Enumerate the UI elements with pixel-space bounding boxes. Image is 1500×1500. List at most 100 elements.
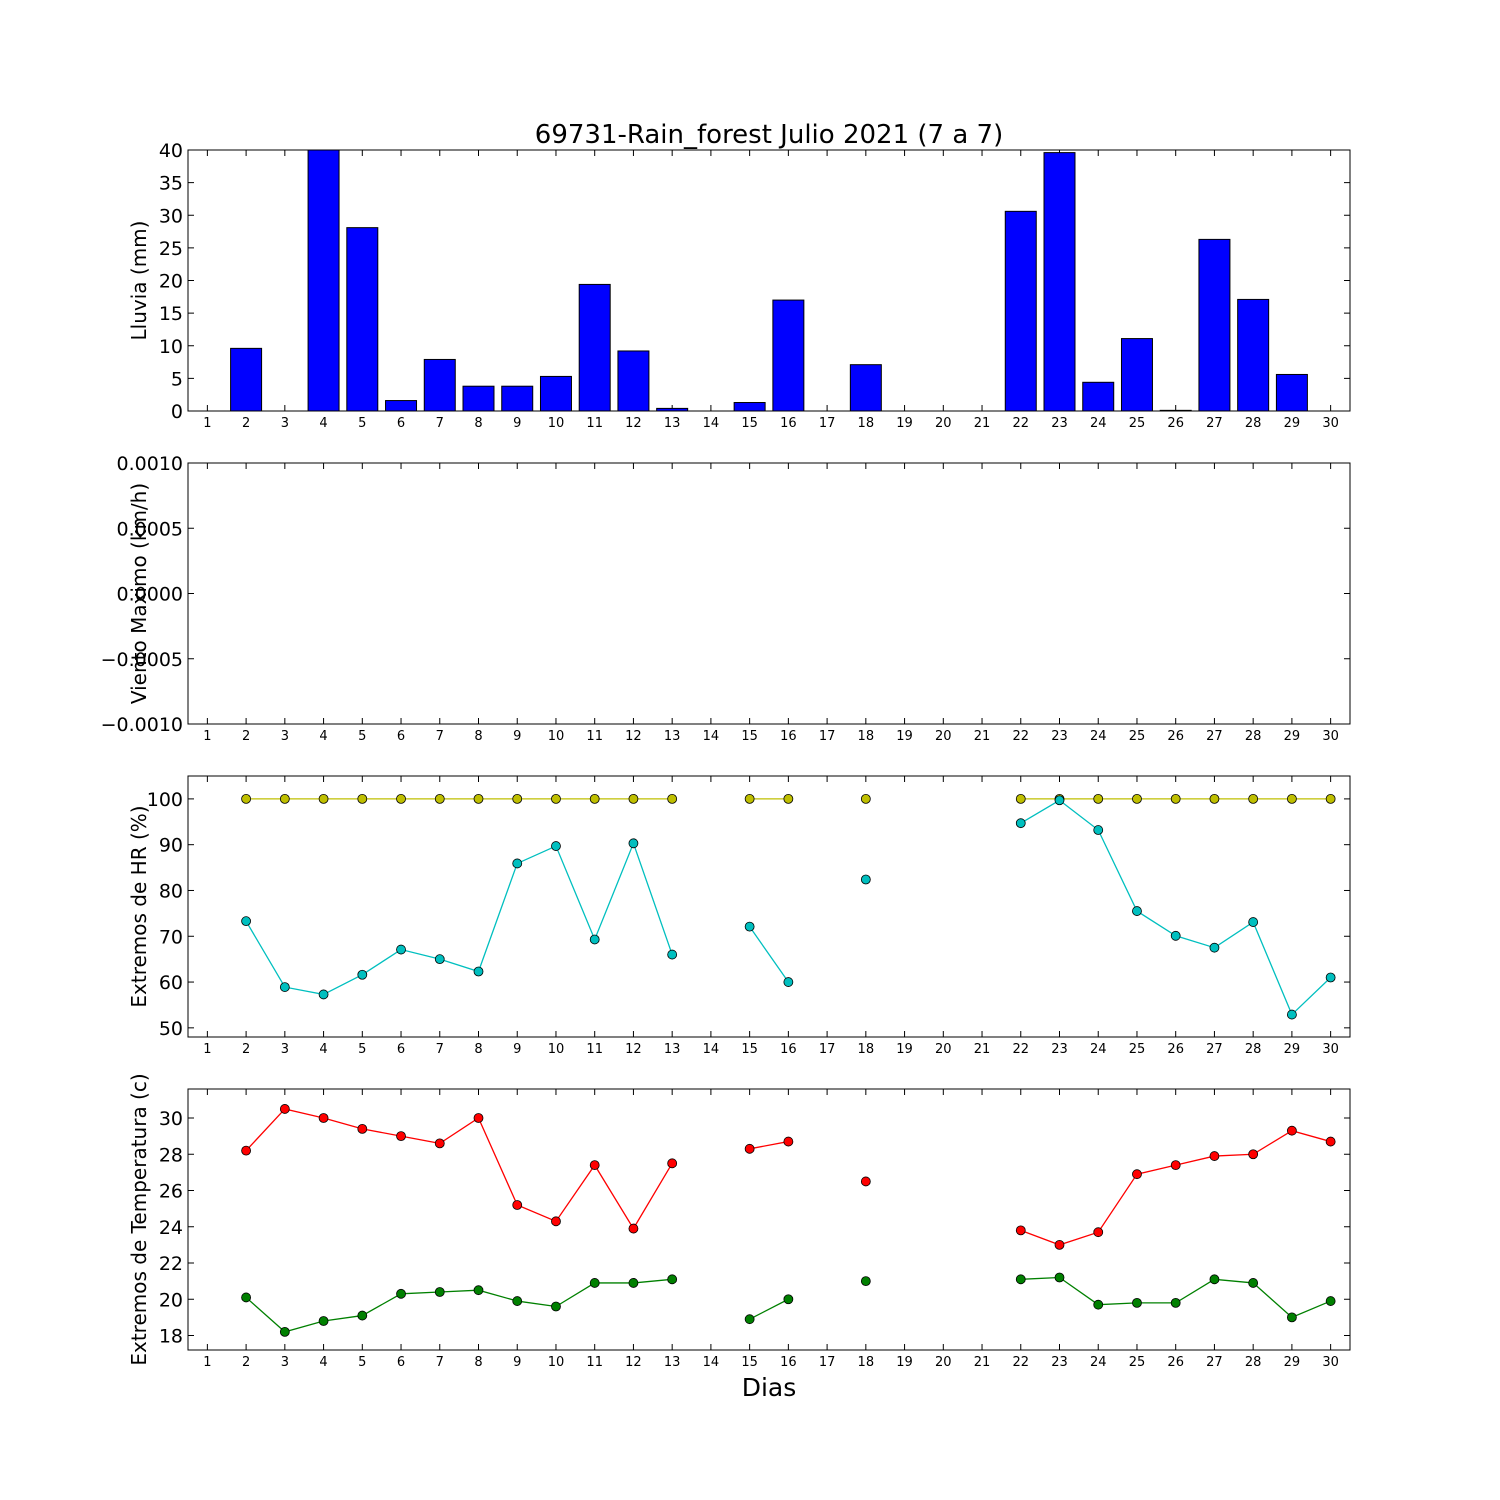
x-tick-label: 16 — [780, 1355, 797, 1370]
data-point — [512, 1200, 523, 1210]
data-point — [434, 954, 445, 965]
data-point — [628, 793, 639, 804]
bar — [1043, 152, 1076, 412]
x-tick-label: 27 — [1206, 729, 1223, 744]
data-point — [1287, 1125, 1297, 1136]
data-point — [667, 1158, 678, 1169]
bar — [1237, 298, 1270, 412]
x-tick-label: 30 — [1322, 1042, 1339, 1057]
y-axis-label: Lluvia (mm) — [127, 221, 151, 341]
data-point — [551, 1301, 561, 1312]
x-tick-label: 1 — [203, 416, 211, 431]
x-tick-label: 27 — [1206, 1355, 1223, 1370]
data-point — [396, 1131, 406, 1142]
x-tick-label: 22 — [1012, 1355, 1029, 1370]
x-tick-label: 17 — [819, 416, 836, 431]
y-tick-label: 100 — [147, 789, 183, 811]
y-tick-label: 50 — [159, 1018, 183, 1040]
bar — [1120, 338, 1153, 412]
bar — [617, 350, 650, 412]
x-tick-label: 9 — [513, 416, 521, 431]
data-point — [1054, 795, 1065, 806]
axes-frame — [187, 149, 1351, 412]
y-tick-label: −0.0005 — [101, 649, 183, 671]
data-point — [396, 944, 406, 955]
data-point — [512, 858, 523, 869]
data-point — [1132, 906, 1142, 916]
data-point — [357, 1310, 368, 1321]
x-tick-label: 15 — [741, 416, 758, 431]
x-tick-label: 17 — [819, 729, 836, 744]
y-tick-label: 10 — [159, 336, 183, 358]
bar — [656, 407, 689, 412]
x-tick-label: 16 — [780, 416, 797, 431]
x-tick-label: 6 — [397, 1355, 405, 1370]
x-tick-label: 10 — [548, 416, 565, 431]
x-tick-label: 22 — [1012, 416, 1029, 431]
x-tick-label: 27 — [1206, 1042, 1223, 1057]
x-tick-label: 23 — [1051, 1042, 1068, 1057]
x-tick-label: 18 — [858, 729, 875, 744]
y-tick-label: 20 — [159, 1289, 183, 1311]
x-tick-label: 23 — [1051, 729, 1068, 744]
x-tick-label: 15 — [741, 729, 758, 744]
data-point — [744, 793, 755, 804]
data-point — [783, 977, 794, 987]
data-point — [744, 1143, 755, 1154]
x-tick-label: 15 — [741, 1042, 758, 1057]
y-tick-label: 18 — [159, 1326, 183, 1348]
data-point — [241, 916, 252, 927]
y-tick-label: 90 — [159, 835, 183, 857]
chart-title: 69731-Rain_forest Julio 2021 (7 a 7) — [535, 120, 1003, 150]
data-point — [744, 1314, 755, 1325]
data-point — [279, 793, 290, 804]
data-point — [1132, 1297, 1142, 1308]
x-tick-label: 13 — [664, 729, 681, 744]
data-point — [1015, 793, 1026, 804]
x-tick-label: 4 — [319, 729, 327, 744]
x-tick-label: 4 — [319, 416, 327, 431]
data-point — [1015, 818, 1026, 829]
data-point — [1170, 930, 1181, 941]
data-point — [589, 793, 600, 804]
data-point — [1325, 1136, 1336, 1147]
data-point — [279, 1104, 290, 1114]
data-point — [1093, 825, 1104, 835]
data-point — [1248, 1149, 1259, 1160]
x-tick-label: 24 — [1090, 416, 1107, 431]
x-tick-label: 11 — [586, 1355, 603, 1370]
data-point — [783, 793, 794, 804]
y-tick-label: 0.0010 — [117, 453, 183, 475]
data-point — [589, 934, 600, 945]
x-tick-label: 6 — [397, 416, 405, 431]
x-tick-label: 25 — [1129, 729, 1146, 744]
x-tick-label: 7 — [436, 416, 444, 431]
series-line — [749, 926, 789, 983]
y-tick-label: 25 — [159, 238, 183, 260]
x-tick-label: 2 — [242, 416, 250, 431]
x-tick-label: 3 — [281, 1355, 289, 1370]
x-tick-label: 1 — [203, 1042, 211, 1057]
data-point — [860, 1276, 871, 1287]
data-point — [860, 1176, 871, 1187]
x-tick-label: 14 — [703, 1042, 720, 1057]
data-point — [318, 1316, 329, 1326]
x-tick-label: 12 — [625, 729, 642, 744]
x-tick-label: 12 — [625, 416, 642, 431]
x-tick-label: 4 — [319, 1355, 327, 1370]
data-point — [1170, 1160, 1181, 1171]
x-tick-label: 21 — [974, 1042, 991, 1057]
x-axis-label: Dias — [742, 1373, 797, 1402]
x-tick-label: 3 — [281, 729, 289, 744]
bar — [539, 375, 572, 412]
x-tick-label: 18 — [858, 1355, 875, 1370]
x-tick-label: 12 — [625, 1355, 642, 1370]
bar — [385, 400, 418, 412]
x-tick-label: 5 — [358, 1042, 366, 1057]
x-tick-label: 26 — [1167, 416, 1184, 431]
x-tick-label: 28 — [1245, 416, 1262, 431]
x-tick-label: 7 — [436, 1355, 444, 1370]
y-tick-label: 0.0005 — [117, 518, 183, 540]
